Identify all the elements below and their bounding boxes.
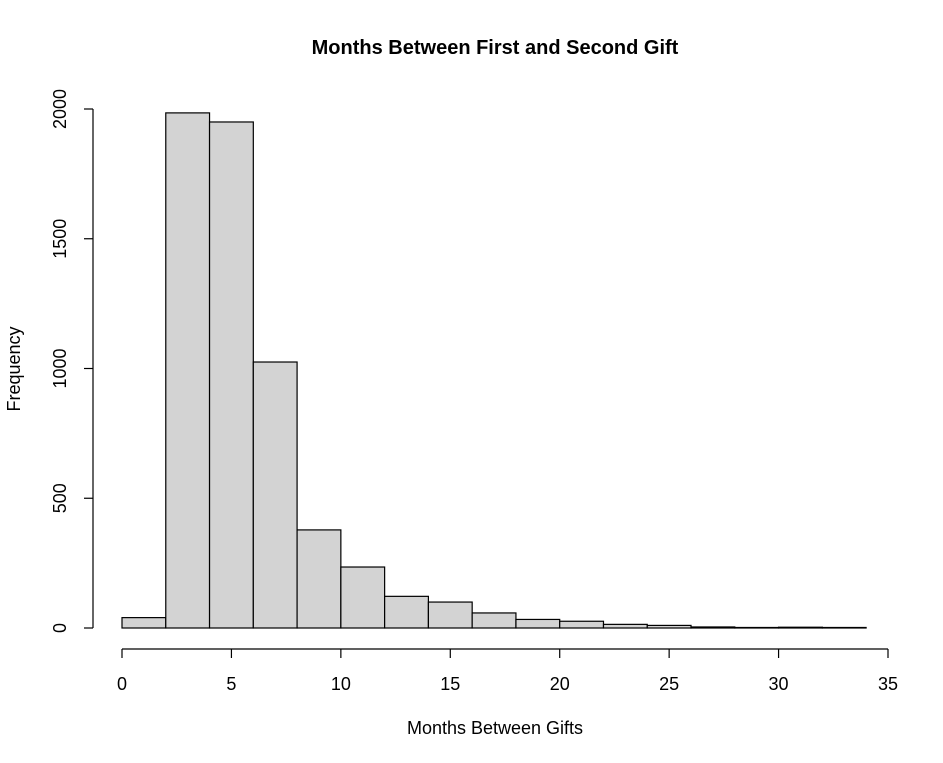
histogram-bar — [427, 601, 473, 629]
histogram-bar — [340, 566, 386, 629]
x-tick-label: 10 — [331, 674, 351, 694]
histogram-bar — [821, 626, 867, 629]
histogram-bar — [384, 595, 429, 629]
histogram-bar — [646, 624, 692, 629]
x-tick-label: 15 — [440, 674, 460, 694]
chart-title: Months Between First and Second Gift — [312, 37, 679, 59]
y-axis-label: Frequency — [4, 326, 24, 411]
histogram-bar — [777, 626, 823, 629]
x-tick-label: 20 — [550, 674, 570, 694]
bars-group — [121, 112, 867, 629]
histogram-bar — [602, 623, 648, 629]
x-axis: 0 5 10 15 20 25 30 35 — [117, 648, 898, 694]
x-tick-label: 30 — [769, 674, 789, 694]
histogram-bar — [165, 112, 211, 629]
histogram-bar — [471, 612, 517, 629]
x-axis-label: Months Between Gifts — [407, 718, 583, 738]
histogram-bar — [559, 620, 605, 629]
x-tick-label: 0 — [117, 674, 127, 694]
y-tick-label: 500 — [50, 483, 70, 513]
histogram-bar — [208, 121, 254, 629]
y-tick-label: 0 — [50, 623, 70, 633]
histogram-bar — [734, 626, 780, 629]
histogram-bar — [121, 617, 167, 629]
y-tick-label: 1000 — [50, 348, 70, 388]
y-tick-label: 1500 — [50, 219, 70, 259]
histogram-bar — [252, 361, 298, 629]
x-tick-label: 25 — [659, 674, 679, 694]
y-tick-label: 2000 — [50, 89, 70, 129]
x-tick-label: 35 — [878, 674, 898, 694]
histogram-bar — [690, 626, 736, 629]
histogram-bar — [296, 529, 342, 629]
y-axis: 0 500 1000 1500 2000 — [50, 89, 94, 633]
x-tick-label: 5 — [226, 674, 236, 694]
histogram-bar — [515, 618, 561, 629]
